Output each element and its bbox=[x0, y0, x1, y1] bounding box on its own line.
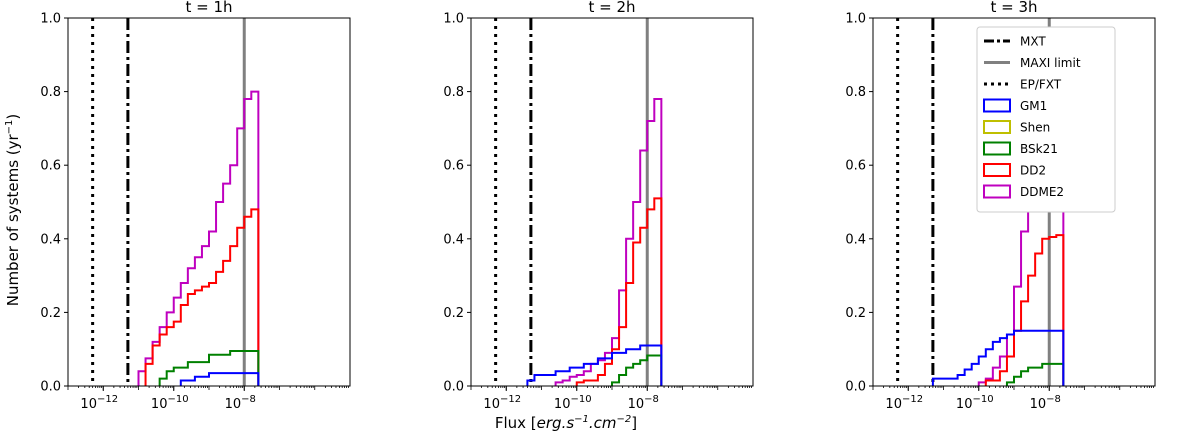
y-tick-label: 0.8 bbox=[845, 85, 866, 100]
y-tick-label: 0.6 bbox=[443, 159, 464, 174]
panel-title: t = 1h bbox=[185, 0, 232, 16]
series-bsk21 bbox=[158, 350, 260, 386]
legend: MXT MAXI limit EP/FXT GM1 Shen BSk21 DD2 DDME2 bbox=[976, 26, 1116, 213]
legend-label: MAXI limit bbox=[1020, 56, 1081, 70]
legend-item-bsk21: BSk21 bbox=[983, 141, 1058, 156]
x-tick-label: 10−8 bbox=[1030, 394, 1061, 412]
y-tick-label: 1.0 bbox=[40, 12, 61, 27]
chart-panel-2: t = 2h 0.0 0.2 0.4 0.6 0.8 1.0 10−12 10−10 10−8 bbox=[443, 0, 754, 412]
y-tick-label: 0.6 bbox=[40, 159, 61, 174]
chart-panel-1: t = 1h 0.0 0.2 0.4 0.6 0.8 1.0 10−12 10−10 10−8 bbox=[40, 0, 351, 412]
series-gm1 bbox=[526, 344, 663, 386]
y-tick-label: 1.0 bbox=[443, 12, 464, 27]
legend-swatch bbox=[983, 184, 1011, 199]
legend-swatch bbox=[983, 98, 1011, 113]
y-tick-label: 0.8 bbox=[40, 85, 61, 100]
series-dd2 bbox=[984, 234, 1065, 386]
y-tick-label: 0.2 bbox=[845, 306, 866, 321]
y-tick-label: 0.8 bbox=[443, 85, 464, 100]
legend-frame bbox=[976, 26, 1116, 213]
legend-swatch bbox=[983, 163, 1011, 177]
series-ddme2 bbox=[137, 90, 260, 386]
series-dd2 bbox=[144, 208, 260, 386]
legend-label: DDME2 bbox=[1020, 185, 1064, 199]
y-tick-label: 0.4 bbox=[845, 232, 866, 247]
y-tick-label: 0.4 bbox=[40, 232, 61, 247]
legend-item-ep-fxt: EP/FXT bbox=[984, 78, 1062, 92]
y-axis-label: Number of systems (yr−1) bbox=[4, 114, 22, 307]
x-tick-label: 10−8 bbox=[225, 394, 256, 412]
panel-title: t = 2h bbox=[588, 0, 635, 16]
series-bsk21 bbox=[1005, 362, 1065, 386]
series-ddme2 bbox=[554, 97, 663, 386]
legend-item-ddme2: DDME2 bbox=[983, 184, 1064, 199]
series-gm1 bbox=[931, 329, 1065, 386]
series-bsk21 bbox=[611, 354, 663, 386]
y-tick-label: 0.0 bbox=[443, 380, 464, 395]
x-tick-label: 10−10 bbox=[956, 394, 994, 412]
legend-swatch bbox=[983, 141, 1011, 156]
y-tick-label: 0.2 bbox=[40, 306, 61, 321]
axes-frame bbox=[872, 17, 1156, 387]
legend-item-maxi-limit: MAXI limit bbox=[984, 56, 1081, 70]
legend-item-dd2: DD2 bbox=[983, 163, 1046, 178]
legend-label: MXT bbox=[1020, 35, 1046, 49]
x-tick-label: 10−12 bbox=[885, 394, 923, 412]
panel-title: t = 3h bbox=[990, 0, 1037, 16]
x-tick-label: 10−8 bbox=[628, 394, 659, 412]
y-tick-label: 0.0 bbox=[40, 380, 61, 395]
legend-item-mxt: MXT bbox=[984, 35, 1046, 49]
y-tick-label: 0.2 bbox=[443, 306, 464, 321]
y-tick-label: 0.6 bbox=[845, 159, 866, 174]
legend-label: Shen bbox=[1020, 121, 1050, 135]
legend-label: DD2 bbox=[1020, 164, 1046, 178]
y-tick-label: 0.4 bbox=[443, 232, 464, 247]
legend-label: EP/FXT bbox=[1020, 78, 1062, 92]
x-tick-label: 10−10 bbox=[151, 394, 189, 412]
legend-item-shen: Shen bbox=[983, 120, 1050, 135]
x-tick-label: 10−12 bbox=[483, 394, 521, 412]
axes-frame bbox=[67, 17, 351, 387]
legend-label: BSk21 bbox=[1020, 142, 1058, 156]
legend-label: GM1 bbox=[1020, 99, 1047, 113]
y-tick-label: 0.0 bbox=[845, 380, 866, 395]
series-dd2 bbox=[575, 197, 663, 386]
x-tick-label: 10−10 bbox=[554, 394, 592, 412]
x-tick-label: 10−12 bbox=[80, 394, 118, 412]
y-tick-label: 1.0 bbox=[845, 12, 866, 27]
legend-item-gm1: GM1 bbox=[983, 98, 1047, 113]
axes-frame bbox=[470, 17, 754, 387]
series-gm1 bbox=[179, 372, 260, 386]
x-axis-label: Flux [erg.s−1.cm−2] bbox=[495, 414, 637, 432]
legend-swatch bbox=[983, 120, 1011, 134]
